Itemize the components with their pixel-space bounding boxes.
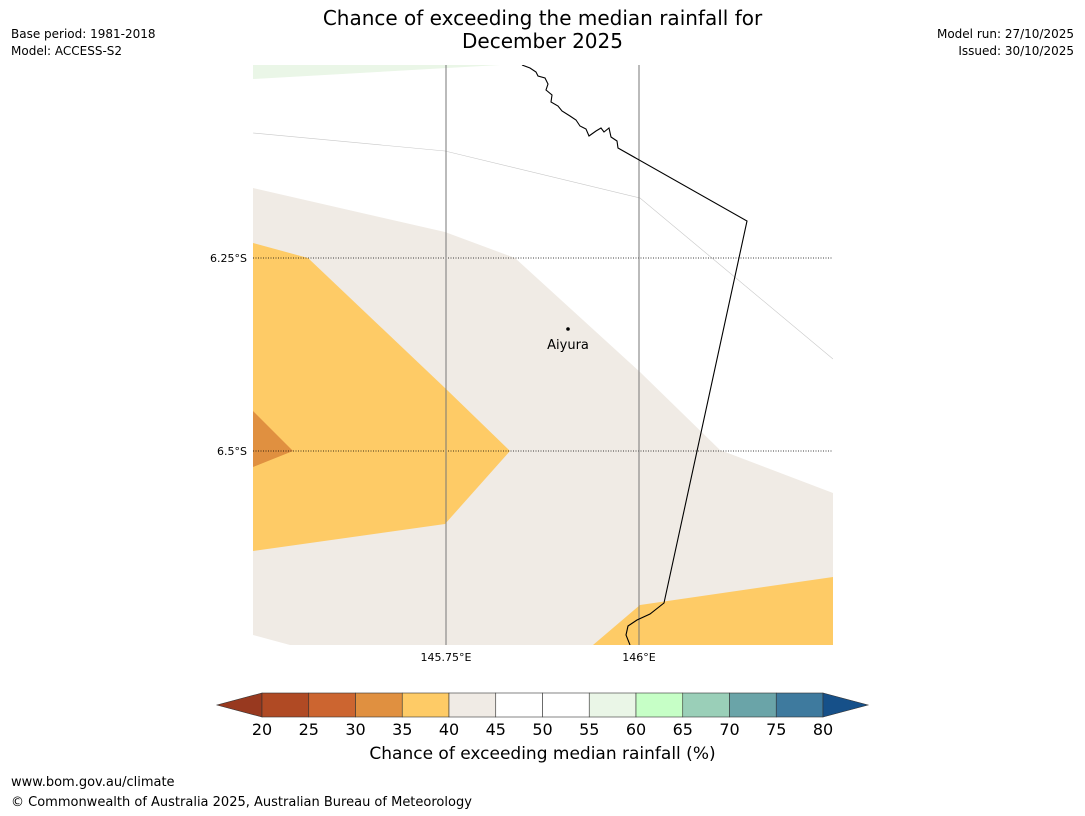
meta-right: Model run: 27/10/2025 Issued: 30/10/2025: [937, 26, 1074, 60]
colorbar-tick-label: 70: [719, 720, 739, 739]
footer-copyright: © Commonwealth of Australia 2025, Austra…: [11, 795, 472, 810]
region-35-40-southeast: [593, 577, 833, 645]
colorbar-extend-low: [215, 692, 263, 718]
province-boundary: [521, 65, 748, 645]
model-run: Model run: 27/10/2025: [936, 27, 1074, 41]
colorbar-segment: [635, 692, 684, 718]
colorbar-segment: [588, 692, 637, 718]
base-period: Base period: 1981-2018: [11, 27, 156, 41]
colorbar-tick-label: 50: [532, 720, 552, 739]
colorbar: 20 25 30 35 40 45 50 55 60 65 70 75 80: [215, 692, 870, 739]
colorbar-extend-high: [822, 692, 870, 718]
colorbar-segment: [542, 692, 590, 718]
colorbar-segment: [308, 692, 356, 718]
model-name: Model: ACCESS-S2: [11, 44, 123, 58]
colorbar-tick-label: 80: [813, 720, 833, 739]
meta-left: Base period: 1981-2018 Model: ACCESS-S2: [11, 26, 156, 60]
colorbar-tick-label: 45: [486, 720, 506, 739]
longitude-gridlines: [445, 65, 640, 645]
colorbar-tick-label: 30: [345, 720, 365, 739]
colorbar-tick-label: 40: [439, 720, 459, 739]
colorbar-segment: [775, 692, 824, 718]
colorbar-tick-label: 60: [626, 720, 646, 739]
title-line-2: December 2025: [462, 29, 623, 53]
chart-title: Chance of exceeding the median rainfall …: [0, 7, 1085, 53]
colorbar-tick-label: 20: [252, 720, 272, 739]
lon-label-145-75e: 145.75°E: [421, 651, 472, 664]
aiyura-marker: [566, 327, 570, 331]
axis-labels: 6.25°S 6.5°S 145.75°E 146°E: [210, 252, 656, 664]
region-40-45: [253, 188, 833, 645]
latitude-gridlines: [253, 257, 833, 452]
colorbar-segment: [682, 692, 730, 718]
colorbar-tick-label: 25: [299, 720, 319, 739]
colorbar-title: Chance of exceeding median rainfall (%): [369, 744, 716, 764]
colorbar-segment: [355, 692, 403, 718]
aiyura-label: Aiyura: [547, 338, 589, 353]
lon-label-146e: 146°E: [622, 651, 655, 664]
colorbar-segment: [261, 692, 310, 718]
lat-label-6-5s: 6.5°S: [217, 445, 247, 458]
contour-lines: [253, 132, 833, 360]
colorbar-tick-label: 35: [392, 720, 412, 739]
colorbar-tick-label: 65: [673, 720, 693, 739]
colorbar-tick-label: 55: [579, 720, 599, 739]
title-line-1: Chance of exceeding the median rainfall …: [322, 6, 763, 30]
region-white-south-corner: [253, 635, 290, 645]
colorbar-segment: [495, 692, 543, 718]
region-30-35: [253, 411, 293, 467]
colorbar-tick-label: 75: [766, 720, 786, 739]
colorbar-segment: [448, 692, 497, 718]
colorbar-segment: [729, 692, 777, 718]
colorbar-segment: [401, 692, 450, 718]
lat-label-6-25s: 6.25°S: [210, 252, 247, 265]
region-55-60-north: [253, 65, 500, 79]
map-area: Aiyura: [253, 65, 833, 645]
issued-date: Issued: 30/10/2025: [958, 44, 1074, 58]
footer-url[interactable]: www.bom.gov.au/climate: [11, 775, 175, 790]
